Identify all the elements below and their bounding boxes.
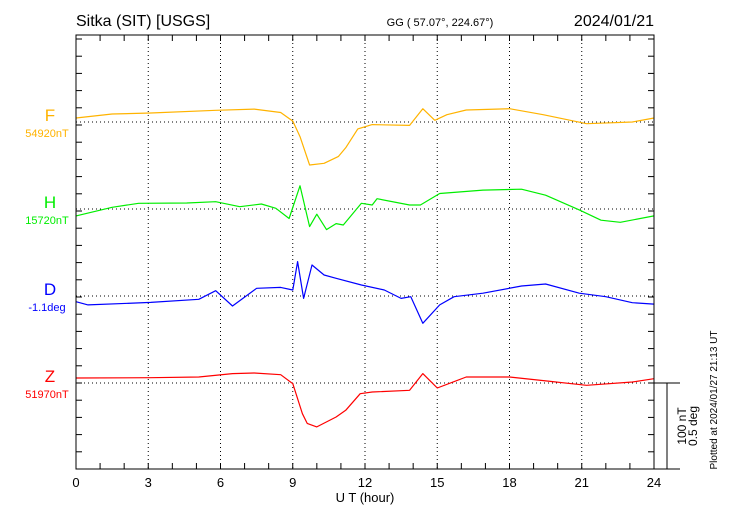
series-baseline-d: -1.1deg [28, 302, 65, 314]
plotted-timestamp: Plotted at 2024/01/27 21:13 UT [709, 331, 720, 470]
series-line-f [75, 108, 655, 166]
series-name-f: F [45, 106, 55, 125]
series-line-z [75, 372, 655, 428]
x-tick-label: 12 [358, 475, 372, 490]
series-baseline-h: 15720nT [25, 215, 69, 227]
scale-deg-label: 0.5 deg [686, 406, 700, 446]
series-name-h: H [44, 193, 56, 212]
series-baseline-f: 54920nT [25, 128, 69, 140]
x-axis-label: U T (hour) [336, 490, 395, 505]
station-title: Sitka (SIT) [USGS] [76, 13, 210, 30]
series-line-h [75, 185, 655, 231]
x-tick-label: 3 [145, 475, 152, 490]
x-tick-label: 6 [217, 475, 224, 490]
series-name-d: D [44, 280, 56, 299]
x-tick-label: 15 [430, 475, 444, 490]
date: 2024/01/21 [574, 13, 654, 30]
x-tick-label: 18 [502, 475, 516, 490]
x-tick-label: 9 [289, 475, 296, 490]
scale-bar: 100 nT 0.5 deg [654, 382, 700, 470]
x-tick-label: 21 [575, 475, 589, 490]
x-tick-label: 24 [647, 475, 661, 490]
scale-nt-label: 100 nT [675, 407, 689, 445]
series-name-z: Z [45, 367, 55, 386]
coordinates: GG ( 57.07°, 224.67°) [387, 17, 494, 29]
x-tick-label: 0 [72, 475, 79, 490]
series-baseline-z: 51970nT [25, 389, 69, 401]
series-line-d [75, 261, 655, 324]
